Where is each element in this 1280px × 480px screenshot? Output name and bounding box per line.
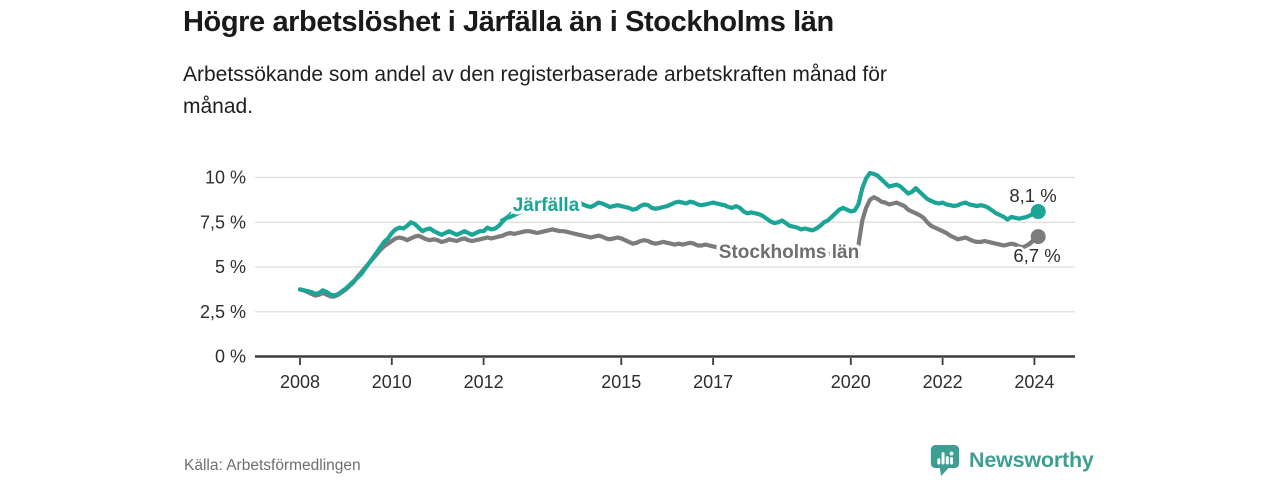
x-tick-label: 2017 [693, 372, 733, 392]
y-tick-label: 5 % [215, 257, 246, 277]
chart-subtitle-line1: Arbetssökande som andel av den registerb… [183, 63, 887, 86]
newsworthy-logo: Newsworthy [930, 444, 1094, 477]
series-end-dot [1030, 229, 1046, 245]
source-note: Källa: Arbetsförmedlingen [184, 457, 361, 474]
y-tick-label: 7,5 % [200, 212, 246, 232]
x-tick-label: 2008 [280, 372, 320, 392]
y-tick-label: 2,5 % [200, 302, 246, 322]
series-end-dot [1030, 204, 1046, 220]
x-tick-label: 2015 [601, 372, 641, 392]
series-label-j-rf-lla: Järfälla [513, 195, 580, 216]
x-tick-label: 2012 [464, 372, 504, 392]
series-end-value-label: 6,7 % [1013, 245, 1060, 266]
series-line-j-rf-lla [297, 170, 1041, 298]
newsworthy-logo-icon [930, 445, 960, 476]
x-tick-label: 2022 [923, 372, 963, 392]
unemployment-line-chart: 2008 2010 2012 2015 2017 2020 2022 2024 0 % 2,5 %… [200, 168, 1075, 392]
x-tick-label: 2020 [831, 372, 871, 392]
series-label-stockholms-l-n: Stockholms län [719, 242, 859, 263]
y-tick-label: 0 % [215, 347, 246, 367]
label-leader-line [499, 211, 512, 221]
x-tick-label: 2010 [372, 372, 412, 392]
chart-subtitle-line2: månad. [183, 95, 254, 118]
newsworthy-logo-text: Newsworthy [969, 448, 1094, 472]
series-end-value-label: 8,1 % [1009, 185, 1056, 206]
chart-subtitle: Arbetssökande som andel av den registerb… [183, 59, 887, 123]
y-tick-label: 10 % [205, 168, 246, 188]
x-tick-label: 2024 [1014, 372, 1054, 392]
chart-title: Högre arbetslöshet i Järfälla än i Stock… [183, 6, 834, 38]
series-line-stockholms-l-n [297, 195, 1041, 299]
